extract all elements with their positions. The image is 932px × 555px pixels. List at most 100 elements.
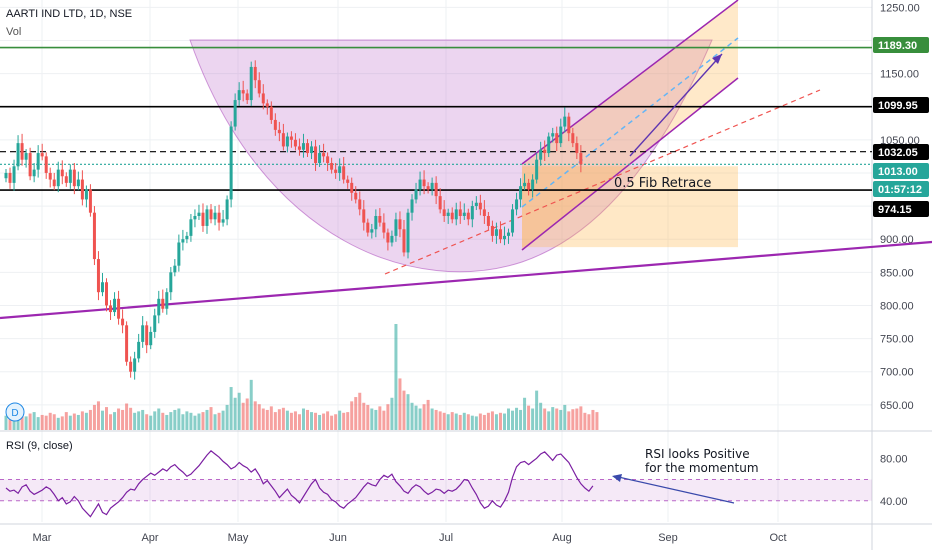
candle-body — [76, 179, 80, 187]
volume-bar — [72, 413, 76, 430]
candle-body — [80, 179, 84, 200]
candle-body — [181, 239, 185, 243]
volume-bar — [273, 412, 277, 430]
volume-label: Vol — [6, 26, 22, 38]
candle-body — [24, 153, 28, 160]
volume-bar — [346, 412, 350, 430]
volume-bar — [418, 408, 422, 430]
volume-bar — [20, 414, 24, 430]
candle-body — [318, 153, 322, 163]
candle-body — [233, 100, 237, 127]
candle-body — [161, 298, 165, 309]
rsi-arrow-head — [612, 474, 622, 482]
d-badge-label: D — [11, 408, 18, 419]
volume-bar — [173, 409, 177, 430]
volume-bar — [48, 412, 52, 430]
dashed-trendline — [384, 89, 821, 275]
volume-bar — [145, 414, 149, 430]
candle-body — [64, 176, 68, 183]
volume-bar — [233, 397, 237, 430]
volume-bar — [310, 412, 314, 430]
volume-bar — [374, 409, 378, 430]
candle-body — [454, 209, 458, 220]
candle-body — [366, 222, 370, 233]
candle-body — [293, 139, 297, 147]
candle-body — [519, 186, 523, 200]
candle-body — [434, 182, 438, 197]
volume-bar — [402, 390, 406, 430]
candle-body — [28, 153, 32, 177]
volume-bar — [515, 407, 519, 430]
candle-body — [314, 146, 318, 163]
volume-bar — [422, 404, 426, 430]
volume-bar — [571, 409, 575, 430]
volume-bar — [531, 408, 535, 430]
candle-body — [105, 282, 108, 306]
volume-bar — [153, 411, 157, 430]
volume-bar — [511, 410, 515, 430]
y-tick-label: 1050.00 — [880, 135, 920, 147]
candle-body — [12, 166, 16, 183]
candle-body — [386, 232, 390, 243]
candle-body — [458, 209, 462, 216]
volume-bar — [241, 402, 245, 430]
rsi-tick-label: 80.00 — [880, 453, 908, 465]
volume-bar — [318, 414, 322, 430]
y-tick-label: 650.00 — [880, 400, 914, 412]
y-tick-label: 800.00 — [880, 300, 914, 312]
volume-bar — [551, 407, 555, 430]
candle-body — [133, 358, 137, 372]
projection-arrow-head — [712, 54, 722, 64]
candle-body — [261, 93, 265, 104]
volume-bar — [406, 394, 410, 430]
candle-body — [72, 169, 76, 187]
candle-body — [478, 202, 482, 210]
candle-body — [8, 172, 12, 183]
candle-body — [394, 219, 398, 236]
y-tick-label: 700.00 — [880, 367, 914, 379]
volume-bar — [189, 412, 193, 430]
candle-body — [20, 143, 24, 160]
volume-bar — [414, 405, 418, 430]
candle-body — [201, 212, 205, 226]
candle-body — [322, 153, 326, 157]
candle-body — [523, 182, 527, 187]
volume-bar — [36, 417, 40, 430]
volume-bar — [498, 412, 502, 430]
volume-bar — [269, 406, 273, 430]
candle-body — [362, 209, 366, 223]
candle-body — [462, 212, 466, 216]
volume-bar — [330, 415, 334, 430]
volume-bar — [507, 408, 510, 430]
candle-body — [4, 172, 8, 179]
rsi-annotation-line2: for the momentum — [645, 461, 759, 475]
candle-body — [374, 216, 378, 230]
price-tag — [873, 201, 929, 217]
volume-bar — [301, 408, 305, 430]
candle-body — [466, 212, 470, 220]
volume-bar — [277, 409, 281, 430]
candle-body — [402, 229, 406, 253]
candle-body — [442, 209, 446, 216]
volume-bar — [595, 412, 599, 430]
volume-bar — [547, 411, 551, 430]
volume-bar — [442, 412, 446, 430]
price-tag — [873, 37, 929, 53]
volume-bar — [382, 410, 386, 430]
volume-bar — [24, 416, 28, 430]
volume-bar — [121, 409, 125, 430]
candle-body — [543, 149, 547, 154]
candle-body — [486, 216, 490, 226]
candle-body — [515, 199, 519, 210]
candle-body — [125, 325, 129, 362]
volume-bar — [430, 408, 434, 430]
volume-bar — [523, 397, 527, 430]
volume-bar — [64, 412, 68, 430]
price-tag-label: 1032.05 — [878, 147, 918, 159]
volume-bar — [478, 413, 482, 430]
candle-body — [430, 182, 434, 190]
volume-bar — [494, 414, 498, 430]
rsi-annotation-line1: RSI looks Positive — [645, 447, 750, 461]
